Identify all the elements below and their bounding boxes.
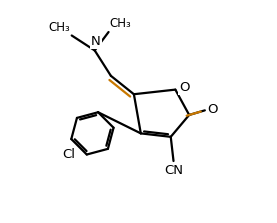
Text: O: O — [207, 103, 218, 116]
Text: CN: CN — [164, 164, 183, 177]
Text: O: O — [179, 81, 189, 94]
Text: N: N — [91, 35, 101, 48]
Text: CH₃: CH₃ — [49, 21, 71, 34]
Text: CH₃: CH₃ — [110, 17, 132, 30]
Text: Cl: Cl — [63, 148, 76, 161]
